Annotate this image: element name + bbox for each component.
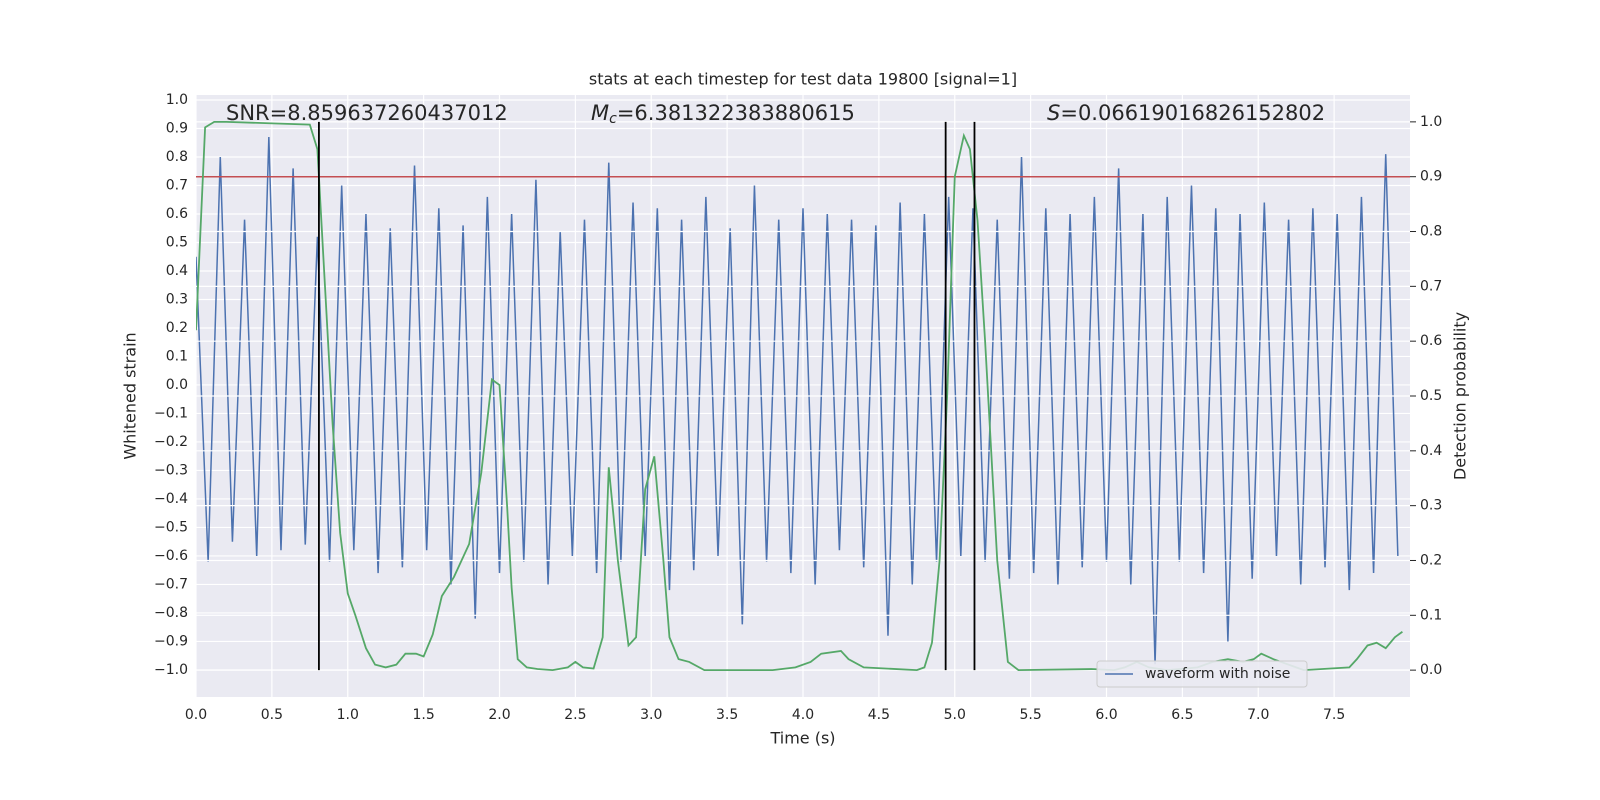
x-tick-label: 1.5 bbox=[412, 707, 434, 723]
x-tick-label: 5.5 bbox=[1019, 707, 1041, 723]
x-tick-label: 7.0 bbox=[1247, 707, 1269, 723]
legend: waveform with noise bbox=[1096, 660, 1308, 688]
y-tick-label: −0.4 bbox=[154, 491, 188, 507]
y2-tick-label: 0.6 bbox=[1420, 333, 1442, 349]
x-tick-label: 0.0 bbox=[185, 707, 207, 723]
x-tick-label: 3.0 bbox=[640, 707, 662, 723]
y-tick-label: −0.3 bbox=[154, 462, 188, 478]
y-axis-label: Whitened strain bbox=[121, 332, 140, 459]
y-tick-label: 0.6 bbox=[166, 206, 188, 222]
x-tick-label: 7.5 bbox=[1323, 707, 1345, 723]
x-tick-label: 0.5 bbox=[261, 707, 283, 723]
mc-value: =6.381322383880615 bbox=[617, 101, 855, 125]
x-axis-label: Time (s) bbox=[769, 729, 835, 748]
y-tick-label: 0.8 bbox=[166, 149, 188, 165]
y-tick-label: 0.4 bbox=[166, 263, 188, 279]
y2-tick-label: 0.1 bbox=[1420, 607, 1442, 623]
y-tick-label: 0.2 bbox=[166, 320, 188, 336]
y-tick-label: 0.5 bbox=[166, 234, 188, 250]
y-tick-label: −0.2 bbox=[154, 434, 188, 450]
snr-annotation: SNR=8.859637260437012 bbox=[226, 101, 508, 125]
y2-tick-label: 0.0 bbox=[1420, 662, 1442, 678]
y-tick-label: 0.3 bbox=[166, 291, 188, 307]
y-tick-label: −0.6 bbox=[154, 548, 188, 564]
y-tick-label: 1.0 bbox=[166, 92, 188, 108]
y2-tick-label: 0.9 bbox=[1420, 169, 1442, 185]
y-tick-label: −0.8 bbox=[154, 605, 188, 621]
s-value: =0.06619016826152802 bbox=[1060, 101, 1325, 125]
x-tick-label: 4.5 bbox=[868, 707, 890, 723]
y-tick-label: 0.7 bbox=[166, 177, 188, 193]
y-tick-label: −0.9 bbox=[154, 633, 188, 649]
chart-title: stats at each timestep for test data 198… bbox=[589, 70, 1017, 89]
y2-tick-label: 0.2 bbox=[1420, 552, 1442, 568]
y2-tick-label: 0.3 bbox=[1420, 498, 1442, 514]
y2-tick-label: 1.0 bbox=[1420, 114, 1442, 130]
x-tick-label: 6.0 bbox=[1095, 707, 1117, 723]
y2-tick-label: 0.4 bbox=[1420, 443, 1442, 459]
y-tick-label: −0.5 bbox=[154, 519, 188, 535]
x-tick-label: 2.5 bbox=[564, 707, 586, 723]
s-annotation: S=0.06619016826152802 bbox=[1047, 101, 1325, 125]
legend-box bbox=[1096, 660, 1308, 688]
y2-axis-label: Detection probability bbox=[1451, 312, 1470, 480]
legend-label: waveform with noise bbox=[1145, 666, 1290, 682]
y-tick-label: −0.1 bbox=[154, 405, 188, 421]
y2-tick-label: 0.7 bbox=[1420, 278, 1442, 294]
x-tick-label: 3.5 bbox=[716, 707, 738, 723]
x-tick-label: 6.5 bbox=[1171, 707, 1193, 723]
x-tick-label: 4.0 bbox=[792, 707, 814, 723]
y-tick-label: 0.0 bbox=[166, 377, 188, 393]
y-tick-label: −1.0 bbox=[154, 662, 188, 678]
y2-tick-label: 0.5 bbox=[1420, 388, 1442, 404]
y2-tick-label: 0.8 bbox=[1420, 224, 1442, 240]
x-tick-label: 5.0 bbox=[944, 707, 966, 723]
x-tick-label: 1.0 bbox=[337, 707, 359, 723]
mc-annotation: Mc=6.381322383880615 bbox=[591, 101, 855, 127]
y-tick-label: −0.7 bbox=[154, 576, 188, 592]
y-tick-label: 0.1 bbox=[166, 348, 188, 364]
series-line bbox=[196, 137, 1399, 665]
x-tick-label: 2.0 bbox=[488, 707, 510, 723]
y-tick-label: 0.9 bbox=[166, 120, 188, 136]
mc-symbol: M bbox=[591, 101, 609, 125]
under-layer bbox=[195, 95, 1410, 697]
s-symbol: S bbox=[1047, 101, 1060, 125]
mc-subscript: c bbox=[609, 111, 617, 127]
